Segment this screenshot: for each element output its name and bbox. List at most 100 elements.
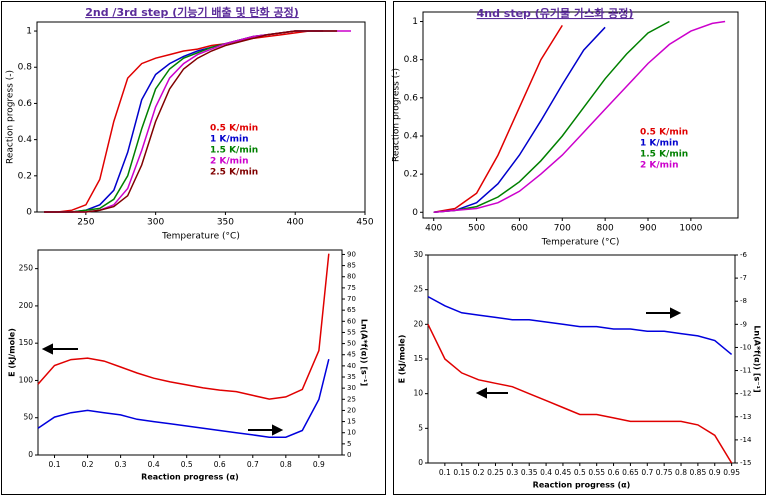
x-tick-label: 0.15 — [453, 468, 470, 477]
x-tick-label: 0.65 — [622, 468, 639, 477]
x-tick-label: 900 — [639, 224, 656, 234]
arrows — [41, 307, 682, 436]
y-tick-label: 15 — [413, 354, 423, 363]
y2-tick-label: 55 — [347, 328, 356, 336]
y2-tick-label: -9 — [740, 320, 747, 328]
legend-entry: 1 K/min — [210, 135, 249, 145]
y2-tick-label: 5 — [347, 440, 351, 448]
y2-tick-label: -12 — [740, 390, 751, 398]
y-tick-label: 30 — [413, 250, 423, 259]
x-tick-label: 0.7 — [247, 460, 259, 469]
legend-entry: 2 K/min — [210, 157, 249, 167]
chart-title: 2nd /3rd step (기능기 배출 및 탄화 공정) — [85, 5, 299, 19]
y2-tick-label: 35 — [347, 373, 356, 381]
y2-tick-label: 60 — [347, 317, 356, 325]
y2-tick-label: 20 — [347, 406, 356, 414]
x-tick-label: 0.8 — [675, 468, 687, 477]
x-tick-label: 0.4 — [540, 468, 552, 477]
series-line — [433, 20, 726, 214]
y2-tick-label: 50 — [347, 340, 356, 348]
legend-entry: 2.5 K/min — [210, 168, 258, 178]
legend-entry: 1.5 K/min — [640, 150, 688, 160]
plot-frame — [427, 254, 736, 464]
x-tick-label: 0.8 — [280, 460, 292, 469]
series-line — [433, 20, 670, 214]
y2-tick-label: -11 — [740, 367, 751, 375]
y2-tick-label: 65 — [347, 306, 356, 314]
legend-entry: 0.5 K/min — [210, 124, 258, 134]
series-line — [37, 253, 330, 400]
y2-tick-label: -14 — [740, 436, 752, 444]
left-panel — [1, 1, 386, 495]
y2-axis-label: Ln(A*f(α)) [s⁻¹] — [753, 325, 762, 392]
series-line — [427, 323, 733, 464]
y-tick-label: 1 — [26, 27, 32, 37]
y2-tick-label: 80 — [347, 273, 356, 281]
y2-tick-label: -6 — [740, 251, 748, 259]
y-tick-label: 1 — [412, 17, 418, 27]
y2-tick-label: -8 — [740, 297, 747, 305]
x-axis-label: Temperature (°C) — [541, 238, 620, 248]
y-tick-label: 0.6 — [18, 99, 33, 109]
x-tick-label: 0.3 — [506, 468, 518, 477]
y2-tick-label: 15 — [347, 418, 356, 426]
y-axis-label: E (kJ/mole) — [398, 335, 407, 384]
y-tick-label: 0.6 — [404, 93, 419, 103]
x-tick-label: 0.25 — [487, 468, 504, 477]
y-tick-label: 250 — [19, 264, 34, 273]
y2-tick-label: 70 — [347, 295, 356, 303]
y2-tick-label: 75 — [347, 284, 356, 292]
y2-tick-label: 30 — [347, 384, 356, 392]
y-tick-label: 0 — [418, 458, 423, 467]
x-tick-label: 0.1 — [49, 460, 61, 469]
series-line — [44, 30, 338, 213]
y-tick-label: 50 — [23, 413, 33, 422]
x-tick-label: 0.7 — [641, 468, 653, 477]
y-axis-label: Reaction progress (-) — [392, 68, 402, 162]
x-tick-label: 500 — [468, 224, 485, 234]
x-axis-label: Reaction progress (α) — [141, 473, 239, 482]
plot-frame — [422, 11, 739, 219]
y2-axis-label: Ln(A*f(α)) [s⁻¹] — [360, 319, 369, 386]
x-tick-label: 0.5 — [181, 460, 193, 469]
series-line — [44, 30, 324, 213]
plot-frame — [36, 21, 366, 213]
x-tick-label: 400 — [425, 224, 442, 234]
y-axis-label: E (kJ/mole) — [8, 328, 17, 377]
x-tick-label: 1000 — [679, 224, 702, 234]
y2-tick-label: -15 — [740, 459, 751, 467]
x-tick-label: 350 — [217, 218, 234, 228]
x-tick-label: 0.85 — [690, 468, 707, 477]
y-tick-label: 100 — [19, 375, 34, 384]
series-line — [44, 30, 338, 213]
x-tick-label: 0.9 — [313, 460, 325, 469]
y-tick-label: 25 — [413, 285, 423, 294]
x-tick-label: 300 — [147, 218, 164, 228]
x-tick-label: 800 — [597, 224, 614, 234]
y2-tick-label: 10 — [347, 429, 356, 437]
x-tick-label: 0.45 — [555, 468, 572, 477]
y2-tick-label: -13 — [740, 413, 751, 421]
y-tick-label: 200 — [19, 301, 34, 310]
x-axis-label: Reaction progress (α) — [533, 481, 631, 490]
x-tick-label: 0.2 — [82, 460, 94, 469]
y2-tick-label: 25 — [347, 395, 356, 403]
y-tick-label: 20 — [413, 319, 423, 328]
x-tick-label: 0.6 — [608, 468, 620, 477]
legend-entry: 2 K/min — [640, 161, 679, 171]
y-tick-label: 0 — [412, 208, 418, 218]
series-line — [427, 295, 733, 355]
legend-entry: 0.5 K/min — [640, 128, 688, 138]
x-tick-label: 700 — [554, 224, 571, 234]
y-tick-label: 0.8 — [18, 63, 33, 73]
y-tick-label: 150 — [19, 338, 34, 347]
y2-tick-label: 85 — [347, 262, 356, 270]
y-tick-label: 10 — [413, 389, 423, 398]
y2-tick-label: 40 — [347, 362, 356, 370]
y-tick-label: 5 — [418, 423, 423, 432]
series-line — [433, 26, 606, 214]
series-line — [37, 359, 330, 438]
y2-tick-label: 45 — [347, 351, 356, 359]
right-panel — [393, 1, 766, 495]
